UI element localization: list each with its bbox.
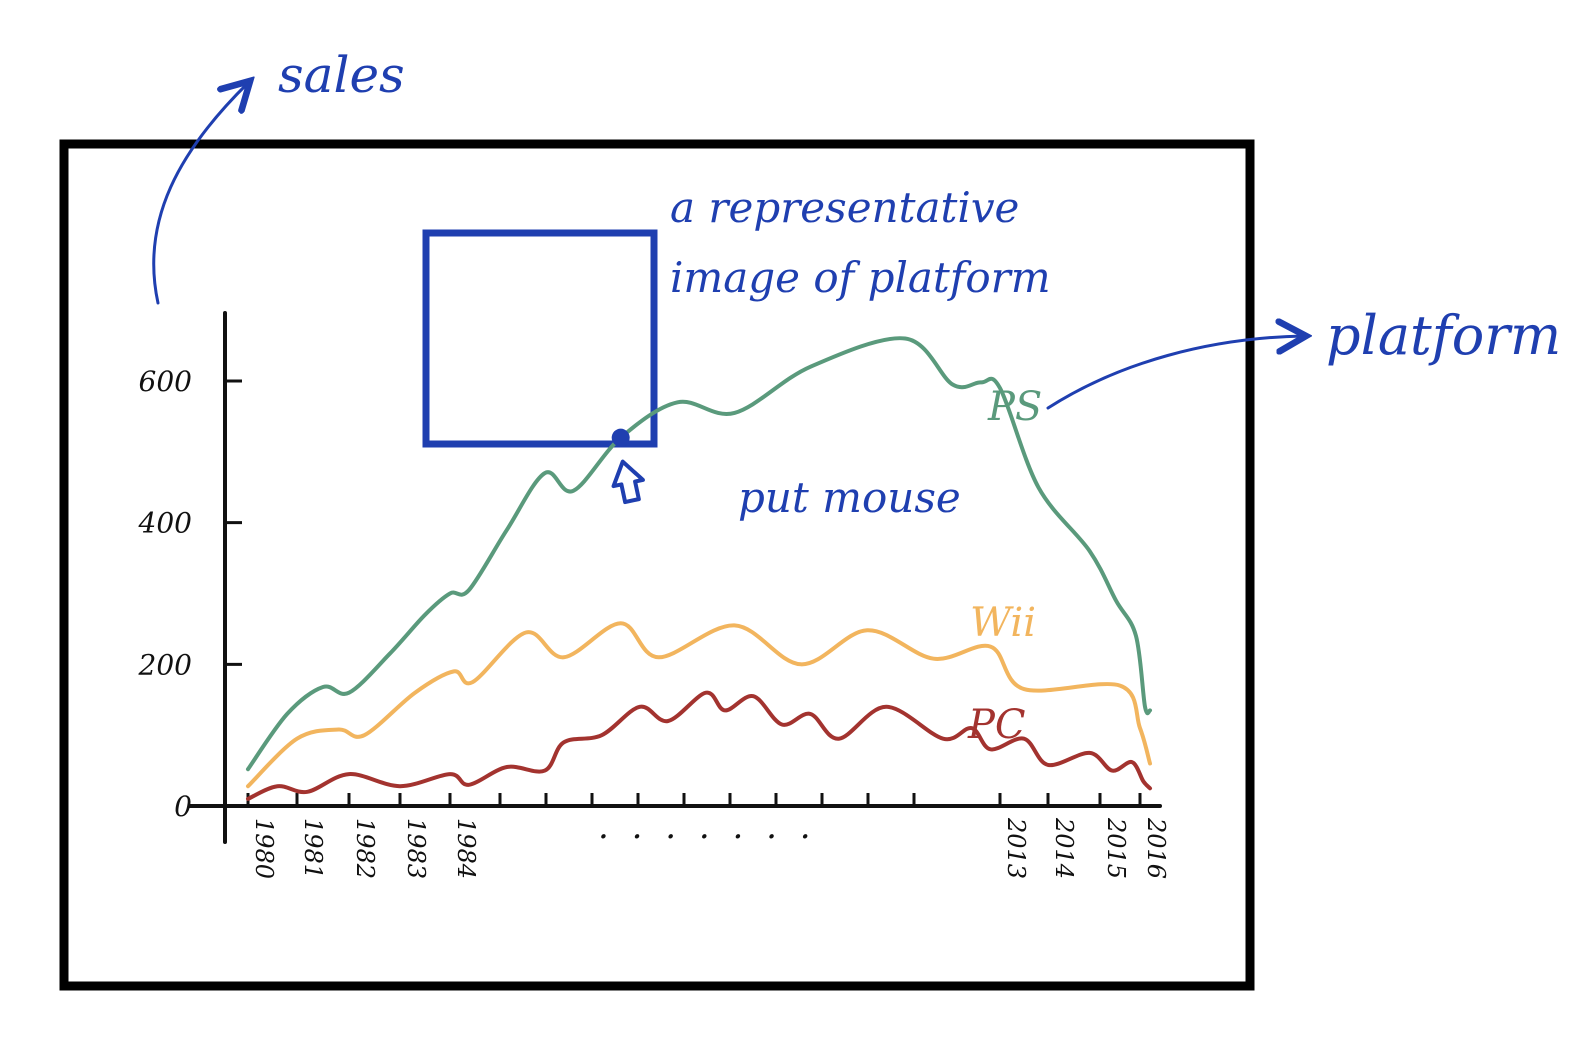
platform-annotation: platform [1326, 304, 1561, 367]
series-label-ps: PS [987, 384, 1042, 430]
hover-point-marker[interactable] [611, 428, 630, 447]
y-tick-label: 200 [138, 648, 192, 681]
series-line-wii[interactable] [246, 621, 1152, 789]
platform-image-placeholder [422, 229, 658, 448]
x-ticks: 1980 1981 1982 1983 1984 2013 2014 2015 2016 [246, 793, 1170, 879]
series-labels: PS Wii PC [967, 384, 1042, 748]
x-axis-ellipsis: . . . . . . . [598, 807, 817, 847]
x-tick-label: 1984 [452, 818, 480, 879]
series-label-wii: Wii [970, 600, 1036, 646]
y-tick-label: 0 [174, 790, 192, 823]
x-tick-label: 2016 [1142, 817, 1170, 879]
platform-arrow [1046, 336, 1303, 410]
series-label-pc: PC [967, 702, 1026, 748]
series-line-ps[interactable] [246, 336, 1152, 772]
series-line-pc[interactable] [246, 690, 1152, 801]
mouse-cursor-icon [611, 459, 645, 505]
x-tick-label: 2014 [1050, 817, 1078, 879]
series-lines [246, 336, 1152, 801]
sales-arrow [152, 83, 248, 305]
x-tick-label: 2015 [1102, 817, 1130, 879]
x-tick-label: 1983 [402, 818, 430, 879]
x-tick-label: 1982 [351, 818, 379, 879]
x-tick-label: 1980 [250, 818, 278, 879]
sales-annotation: sales [278, 46, 405, 104]
chart-frame [59, 139, 1255, 991]
y-ticks: 0 200 400 600 [138, 365, 242, 823]
x-tick-label: 2013 [1002, 817, 1030, 879]
image-note-line2: image of platform [670, 253, 1051, 302]
y-tick-label: 600 [139, 365, 192, 398]
x-tick-label: 1981 [299, 818, 327, 879]
image-note-line1: a representative [670, 183, 1019, 232]
y-tick-label: 400 [138, 507, 192, 540]
hover-hint-annotation: put mouse [738, 473, 961, 522]
